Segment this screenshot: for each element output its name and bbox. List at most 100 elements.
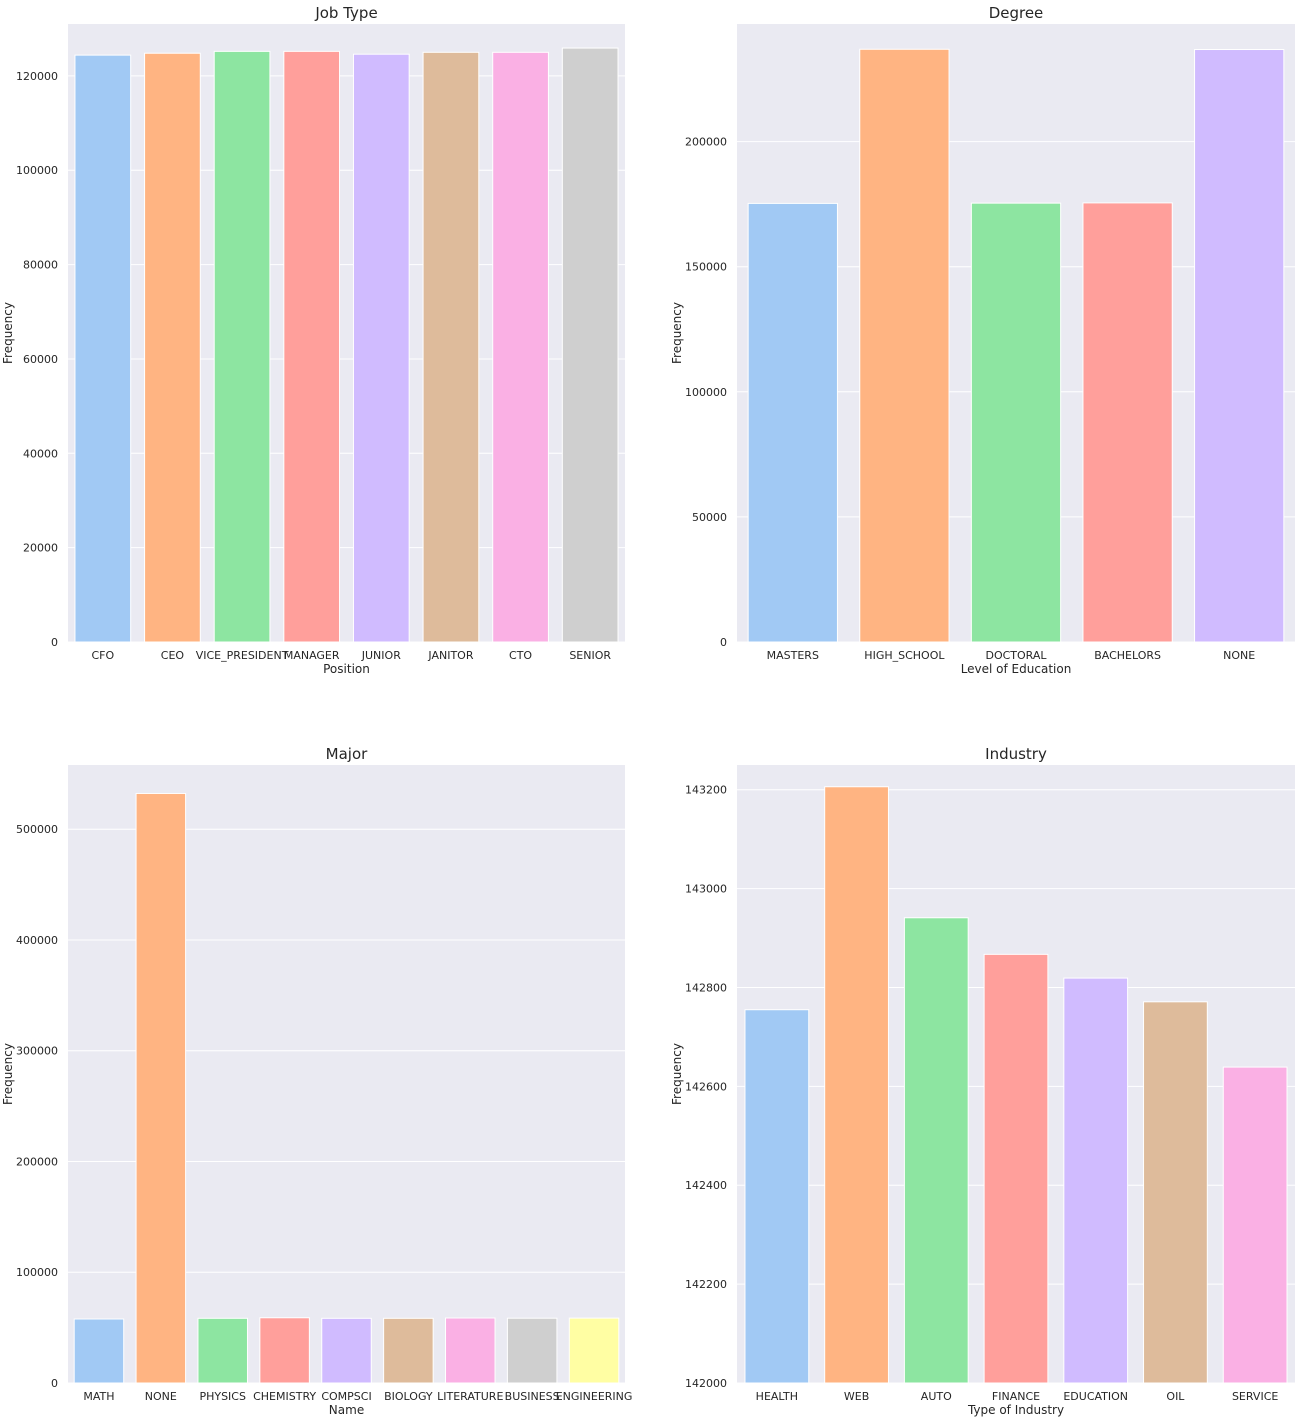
bar-service — [1222, 1066, 1288, 1384]
chart-title: Industry — [985, 745, 1047, 763]
bar-none — [1194, 49, 1285, 643]
x-axis-label: Name — [329, 1403, 364, 1417]
y-tick-label: 80000 — [23, 259, 58, 272]
x-tick-label: FINANCE — [992, 1390, 1040, 1403]
x-tick-label: SERVICE — [1232, 1390, 1278, 1403]
y-tick-label: 300000 — [16, 1045, 58, 1058]
x-tick-label: SENIOR — [569, 649, 611, 662]
x-tick-label: NONE — [145, 1390, 177, 1403]
y-tick-label: 100000 — [685, 386, 727, 399]
x-tick-label: COMPSCI — [321, 1390, 371, 1403]
bar-physics — [197, 1317, 248, 1384]
x-tick-label: HEALTH — [756, 1390, 798, 1403]
x-tick-label: WEB — [844, 1390, 869, 1403]
bar-senior — [561, 47, 619, 643]
bar-compsci — [321, 1317, 372, 1384]
x-tick-label: CTO — [509, 649, 532, 662]
x-tick-label: LITERATURE — [437, 1390, 503, 1403]
y-tick-label: 143000 — [685, 883, 727, 896]
x-tick-label: CFO — [91, 649, 114, 662]
y-axis-label: Frequency — [670, 302, 684, 364]
y-tick-label: 0 — [51, 636, 58, 649]
x-axis-label: Position — [323, 662, 370, 676]
bar-auto — [903, 917, 969, 1384]
x-axis-label: Type of Industry — [967, 1403, 1064, 1417]
chart-title: Degree — [989, 4, 1044, 22]
y-tick-label: 0 — [51, 1377, 58, 1390]
y-tick-label: 142200 — [685, 1278, 727, 1291]
y-axis-label: Frequency — [1, 302, 15, 364]
bar-janitor — [422, 51, 480, 643]
x-tick-label: PHYSICS — [199, 1390, 246, 1403]
chart-2: 0 50000 100000 150000 200000 MASTERS HIGH_SCHO… — [670, 4, 1295, 676]
bar-junior — [352, 53, 410, 643]
y-tick-label: 142600 — [685, 1080, 727, 1093]
chart-3: 0 100000 200000 300000 400000 500000 MATH NONE P… — [1, 745, 632, 1417]
y-tick-label: 100000 — [16, 1266, 58, 1279]
chart-title: Major — [326, 745, 368, 763]
y-tick-label: 500000 — [16, 823, 58, 836]
bar-web — [824, 786, 889, 1384]
x-axis-label: Level of Education — [961, 662, 1072, 676]
x-tick-label: MASTERS — [767, 649, 819, 662]
y-tick-label: 142800 — [685, 981, 727, 994]
bar-literature — [445, 1317, 496, 1384]
x-tick-label: CEO — [161, 649, 185, 662]
bar-none — [135, 792, 187, 1384]
y-tick-label: 200000 — [16, 1155, 58, 1168]
y-axis-label: Frequency — [1, 1043, 15, 1105]
bar-masters — [747, 202, 838, 643]
bar-math — [73, 1318, 125, 1384]
y-tick-label: 50000 — [692, 511, 727, 524]
x-tick-label: CHEMISTRY — [253, 1390, 316, 1403]
x-tick-label: HIGH_SCHOOL — [864, 649, 945, 662]
x-tick-label: BUSINESS — [505, 1390, 560, 1403]
bar-oil — [1143, 1001, 1208, 1384]
bar-chemistry — [259, 1317, 310, 1384]
bar-education — [1063, 977, 1129, 1384]
y-tick-label: 120000 — [16, 70, 58, 83]
x-tick-label: JUNIOR — [361, 649, 401, 662]
bar-manager — [283, 50, 341, 643]
y-tick-label: 142400 — [685, 1179, 727, 1192]
chart-title: Job Type — [314, 4, 377, 22]
x-tick-label: AUTO — [921, 1390, 952, 1403]
bar-doctoral — [970, 202, 1062, 643]
y-tick-label: 0 — [720, 636, 727, 649]
y-tick-label: 143200 — [685, 784, 727, 797]
x-tick-label: JANITOR — [427, 649, 473, 662]
x-tick-label: VICE_PRESIDENT — [196, 649, 289, 662]
x-tick-label: MANAGER — [284, 649, 340, 662]
bar-cfo — [74, 54, 132, 643]
x-tick-label: BACHELORS — [1094, 649, 1161, 662]
x-tick-label: ENGINEERING — [556, 1390, 633, 1403]
y-tick-label: 100000 — [16, 164, 58, 177]
bar-bachelors — [1082, 202, 1173, 643]
x-tick-label: MATH — [83, 1390, 114, 1403]
x-tick-label: NONE — [1223, 649, 1255, 662]
y-tick-label: 142000 — [685, 1377, 727, 1390]
y-axis-label: Frequency — [670, 1043, 684, 1105]
bar-biology — [383, 1317, 434, 1384]
chart-1: 0 20000 40000 60000 80000 100000 120000 CFO CEO V… — [1, 4, 625, 676]
bar-business — [506, 1317, 558, 1384]
x-tick-label: DOCTORAL — [985, 649, 1047, 662]
bar-high_school — [859, 48, 950, 643]
chart-4: 142000 142200 142400 142600 142800 143000 1432… — [670, 745, 1295, 1417]
bar-finance — [983, 953, 1049, 1384]
y-tick-label: 60000 — [23, 353, 58, 366]
y-tick-label: 200000 — [685, 136, 727, 149]
x-tick-label: EDUCATION — [1063, 1390, 1128, 1403]
bar-health — [744, 1009, 810, 1384]
bar-ceo — [144, 52, 201, 643]
x-tick-label: OIL — [1166, 1390, 1185, 1403]
bar-cto — [492, 51, 549, 643]
y-tick-label: 150000 — [685, 261, 727, 274]
y-tick-label: 40000 — [23, 447, 58, 460]
bar-engineering — [568, 1317, 620, 1384]
x-tick-label: BIOLOGY — [384, 1390, 433, 1403]
y-tick-label: 20000 — [23, 542, 58, 555]
y-tick-label: 400000 — [16, 934, 58, 947]
bar-vice_president — [213, 50, 271, 643]
